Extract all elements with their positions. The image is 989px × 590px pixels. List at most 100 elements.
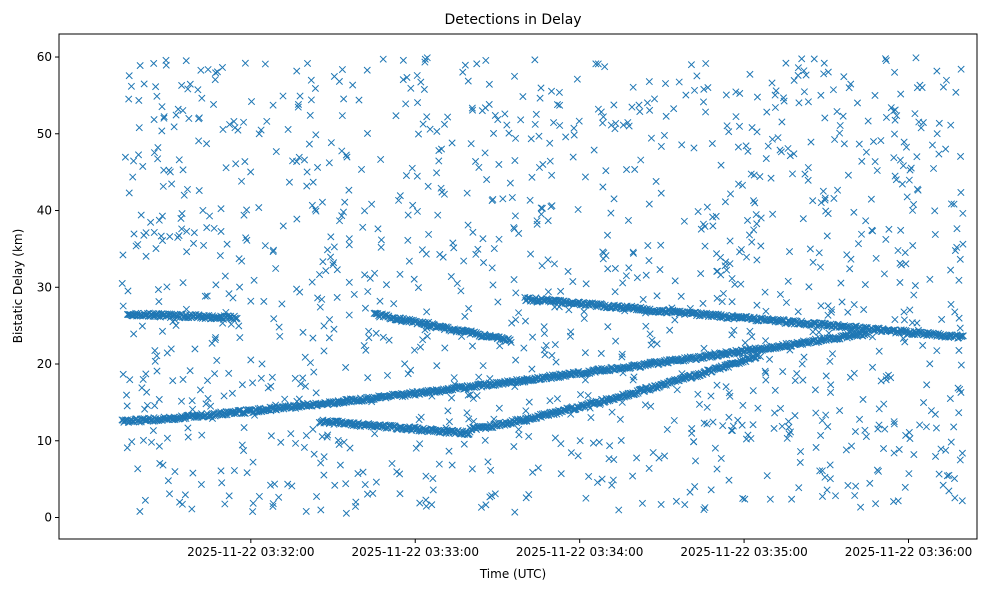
detection-point <box>880 270 888 278</box>
detection-point <box>607 209 615 217</box>
detection-point <box>728 331 736 339</box>
y-tick-label: 40 <box>37 204 52 218</box>
detection-point <box>404 211 412 219</box>
detection-point <box>959 240 967 248</box>
detection-point <box>361 304 369 312</box>
detection-point <box>567 328 575 336</box>
detection-point <box>149 427 157 435</box>
detection-point <box>699 299 707 308</box>
detection-point <box>713 294 721 302</box>
detection-point <box>657 142 665 150</box>
detection-point <box>178 225 186 233</box>
detection-point <box>722 258 730 266</box>
detection-point <box>186 367 194 375</box>
detection-point <box>618 353 626 361</box>
detection-point <box>434 211 442 219</box>
detection-point <box>798 360 806 368</box>
detection-point <box>359 223 367 231</box>
detection-point <box>217 467 225 475</box>
detection-point <box>338 212 346 220</box>
detection-point <box>862 432 870 441</box>
detection-point <box>261 60 269 68</box>
detection-point <box>837 279 845 287</box>
detection-point <box>269 248 277 256</box>
detection-point <box>142 370 150 378</box>
detection-point <box>594 60 602 68</box>
detection-point <box>565 306 573 314</box>
detection-point <box>912 54 920 62</box>
detection-point <box>776 404 785 413</box>
detection-point <box>354 469 362 478</box>
detection-point <box>702 108 710 116</box>
axes: 0 10 20 30 40 50 60 2025-11-22 03:32:00 2025-11-… <box>37 50 973 559</box>
detection-point <box>704 84 712 92</box>
detection-point <box>599 119 607 127</box>
detection-point <box>277 438 285 446</box>
detection-point <box>687 61 695 69</box>
detection-point <box>305 140 313 148</box>
detection-point <box>557 470 565 478</box>
detection-point <box>858 157 866 165</box>
detection-point <box>172 311 180 320</box>
detection-point <box>339 208 347 216</box>
detection-point <box>402 172 410 180</box>
detection-point <box>890 154 898 162</box>
detection-point <box>570 124 578 132</box>
detection-point <box>296 92 304 100</box>
detection-point <box>831 135 839 144</box>
detection-point <box>121 153 129 161</box>
detection-point <box>953 225 961 233</box>
detection-point <box>468 104 476 112</box>
detection-point <box>622 166 631 174</box>
detection-point <box>750 226 758 234</box>
detection-point <box>468 106 477 114</box>
detection-point <box>270 315 278 323</box>
detection-point <box>852 482 860 490</box>
detection-point <box>125 95 133 103</box>
detection-point <box>633 274 641 282</box>
detection-point <box>893 112 901 120</box>
detection-point <box>330 243 338 251</box>
detection-point <box>644 241 652 250</box>
detection-point <box>589 439 597 447</box>
detection-point <box>826 475 834 483</box>
detection-point <box>338 147 346 155</box>
detection-point <box>943 472 951 480</box>
detection-point <box>713 465 721 473</box>
detection-point <box>139 162 147 170</box>
detection-point <box>788 170 797 178</box>
detection-point <box>951 247 959 255</box>
detection-point <box>194 86 202 94</box>
detection-point <box>122 391 131 399</box>
detection-point <box>910 200 918 209</box>
detection-point <box>191 345 199 353</box>
detection-point <box>935 119 943 127</box>
detection-point <box>548 171 556 179</box>
detection-point <box>580 308 588 316</box>
detection-point <box>255 492 263 500</box>
detection-point <box>897 226 905 234</box>
detection-point <box>235 322 243 330</box>
detection-point <box>824 422 832 431</box>
detection-point <box>845 84 853 92</box>
detection-point <box>887 374 895 382</box>
detection-point <box>150 59 158 67</box>
detection-point <box>408 164 416 172</box>
detection-point <box>249 507 257 516</box>
detection-point <box>407 84 415 92</box>
detection-point <box>319 258 327 266</box>
detection-point <box>901 483 909 491</box>
detection-point <box>730 326 738 334</box>
detection-point <box>707 486 715 494</box>
detection-point <box>511 508 519 516</box>
detection-point <box>325 159 333 167</box>
detection-point <box>847 442 856 450</box>
detection-point <box>263 117 271 125</box>
detection-point <box>753 256 761 264</box>
detection-point <box>908 319 916 327</box>
detection-point <box>216 252 224 260</box>
detection-point <box>223 240 231 248</box>
detection-point <box>612 119 620 127</box>
y-tick-label: 20 <box>37 357 52 371</box>
detection-point <box>661 358 670 366</box>
